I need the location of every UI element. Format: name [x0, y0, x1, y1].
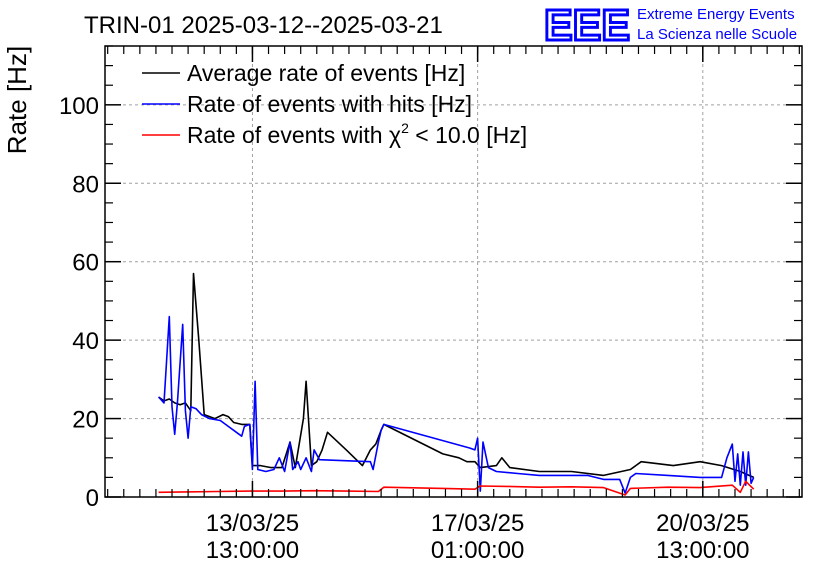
x-tick-date-label: 20/03/25	[656, 510, 749, 537]
plot-frame	[104, 45, 803, 498]
x-tick-time-label: 13:00:00	[206, 537, 299, 564]
legend: Average rate of events [Hz] Rate of even…	[142, 60, 527, 148]
grid	[105, 46, 802, 497]
y-tick-label: 20	[72, 407, 99, 434]
legend-label-chi2: Rate of events with χ2 < 10.0 [Hz]	[187, 120, 527, 148]
axis-ticks	[105, 45, 802, 498]
x-tick-date-label: 17/03/25	[431, 510, 524, 537]
logo-mark: EEE	[544, 1, 630, 50]
y-tick-label: 0	[86, 485, 99, 512]
series-line-average-rate	[158, 272, 755, 479]
y-tick-label: 80	[72, 171, 99, 198]
legend-label-chi2-rest: < 10.0 [Hz]	[409, 122, 527, 148]
legend-label-average: Average rate of events [Hz]	[187, 60, 465, 86]
x-tick-date-label: 13/03/25	[206, 510, 299, 537]
y-tick-label: 100	[59, 93, 99, 120]
legend-label-hits: Rate of events with hits [Hz]	[187, 91, 472, 117]
y-tick-label: 60	[72, 250, 99, 277]
y-axis-label: Rate [Hz]	[2, 46, 32, 154]
logo-line-1: Extreme Energy Events	[637, 6, 795, 23]
legend-label-chi2-main: Rate of events with χ	[187, 122, 401, 148]
series-line-chi2-rate	[158, 480, 755, 496]
tick-labels: 02040608010013/03/2513:00:0017/03/2501:0…	[59, 93, 750, 564]
x-tick-time-label: 01:00:00	[431, 537, 524, 564]
logo-line-2: La Scienza nelle Scuole	[637, 26, 797, 43]
eee-logo: EEE Extreme Energy Events La Scienza nel…	[543, 0, 798, 52]
legend-label-chi2-sup: 2	[401, 120, 409, 136]
series-layer	[158, 272, 755, 496]
y-tick-label: 40	[72, 328, 99, 355]
series-line-hits-rate	[158, 315, 755, 494]
x-tick-time-label: 13:00:00	[656, 537, 749, 564]
chart-title: TRIN-01 2025-03-12--2025-03-21	[84, 12, 443, 39]
